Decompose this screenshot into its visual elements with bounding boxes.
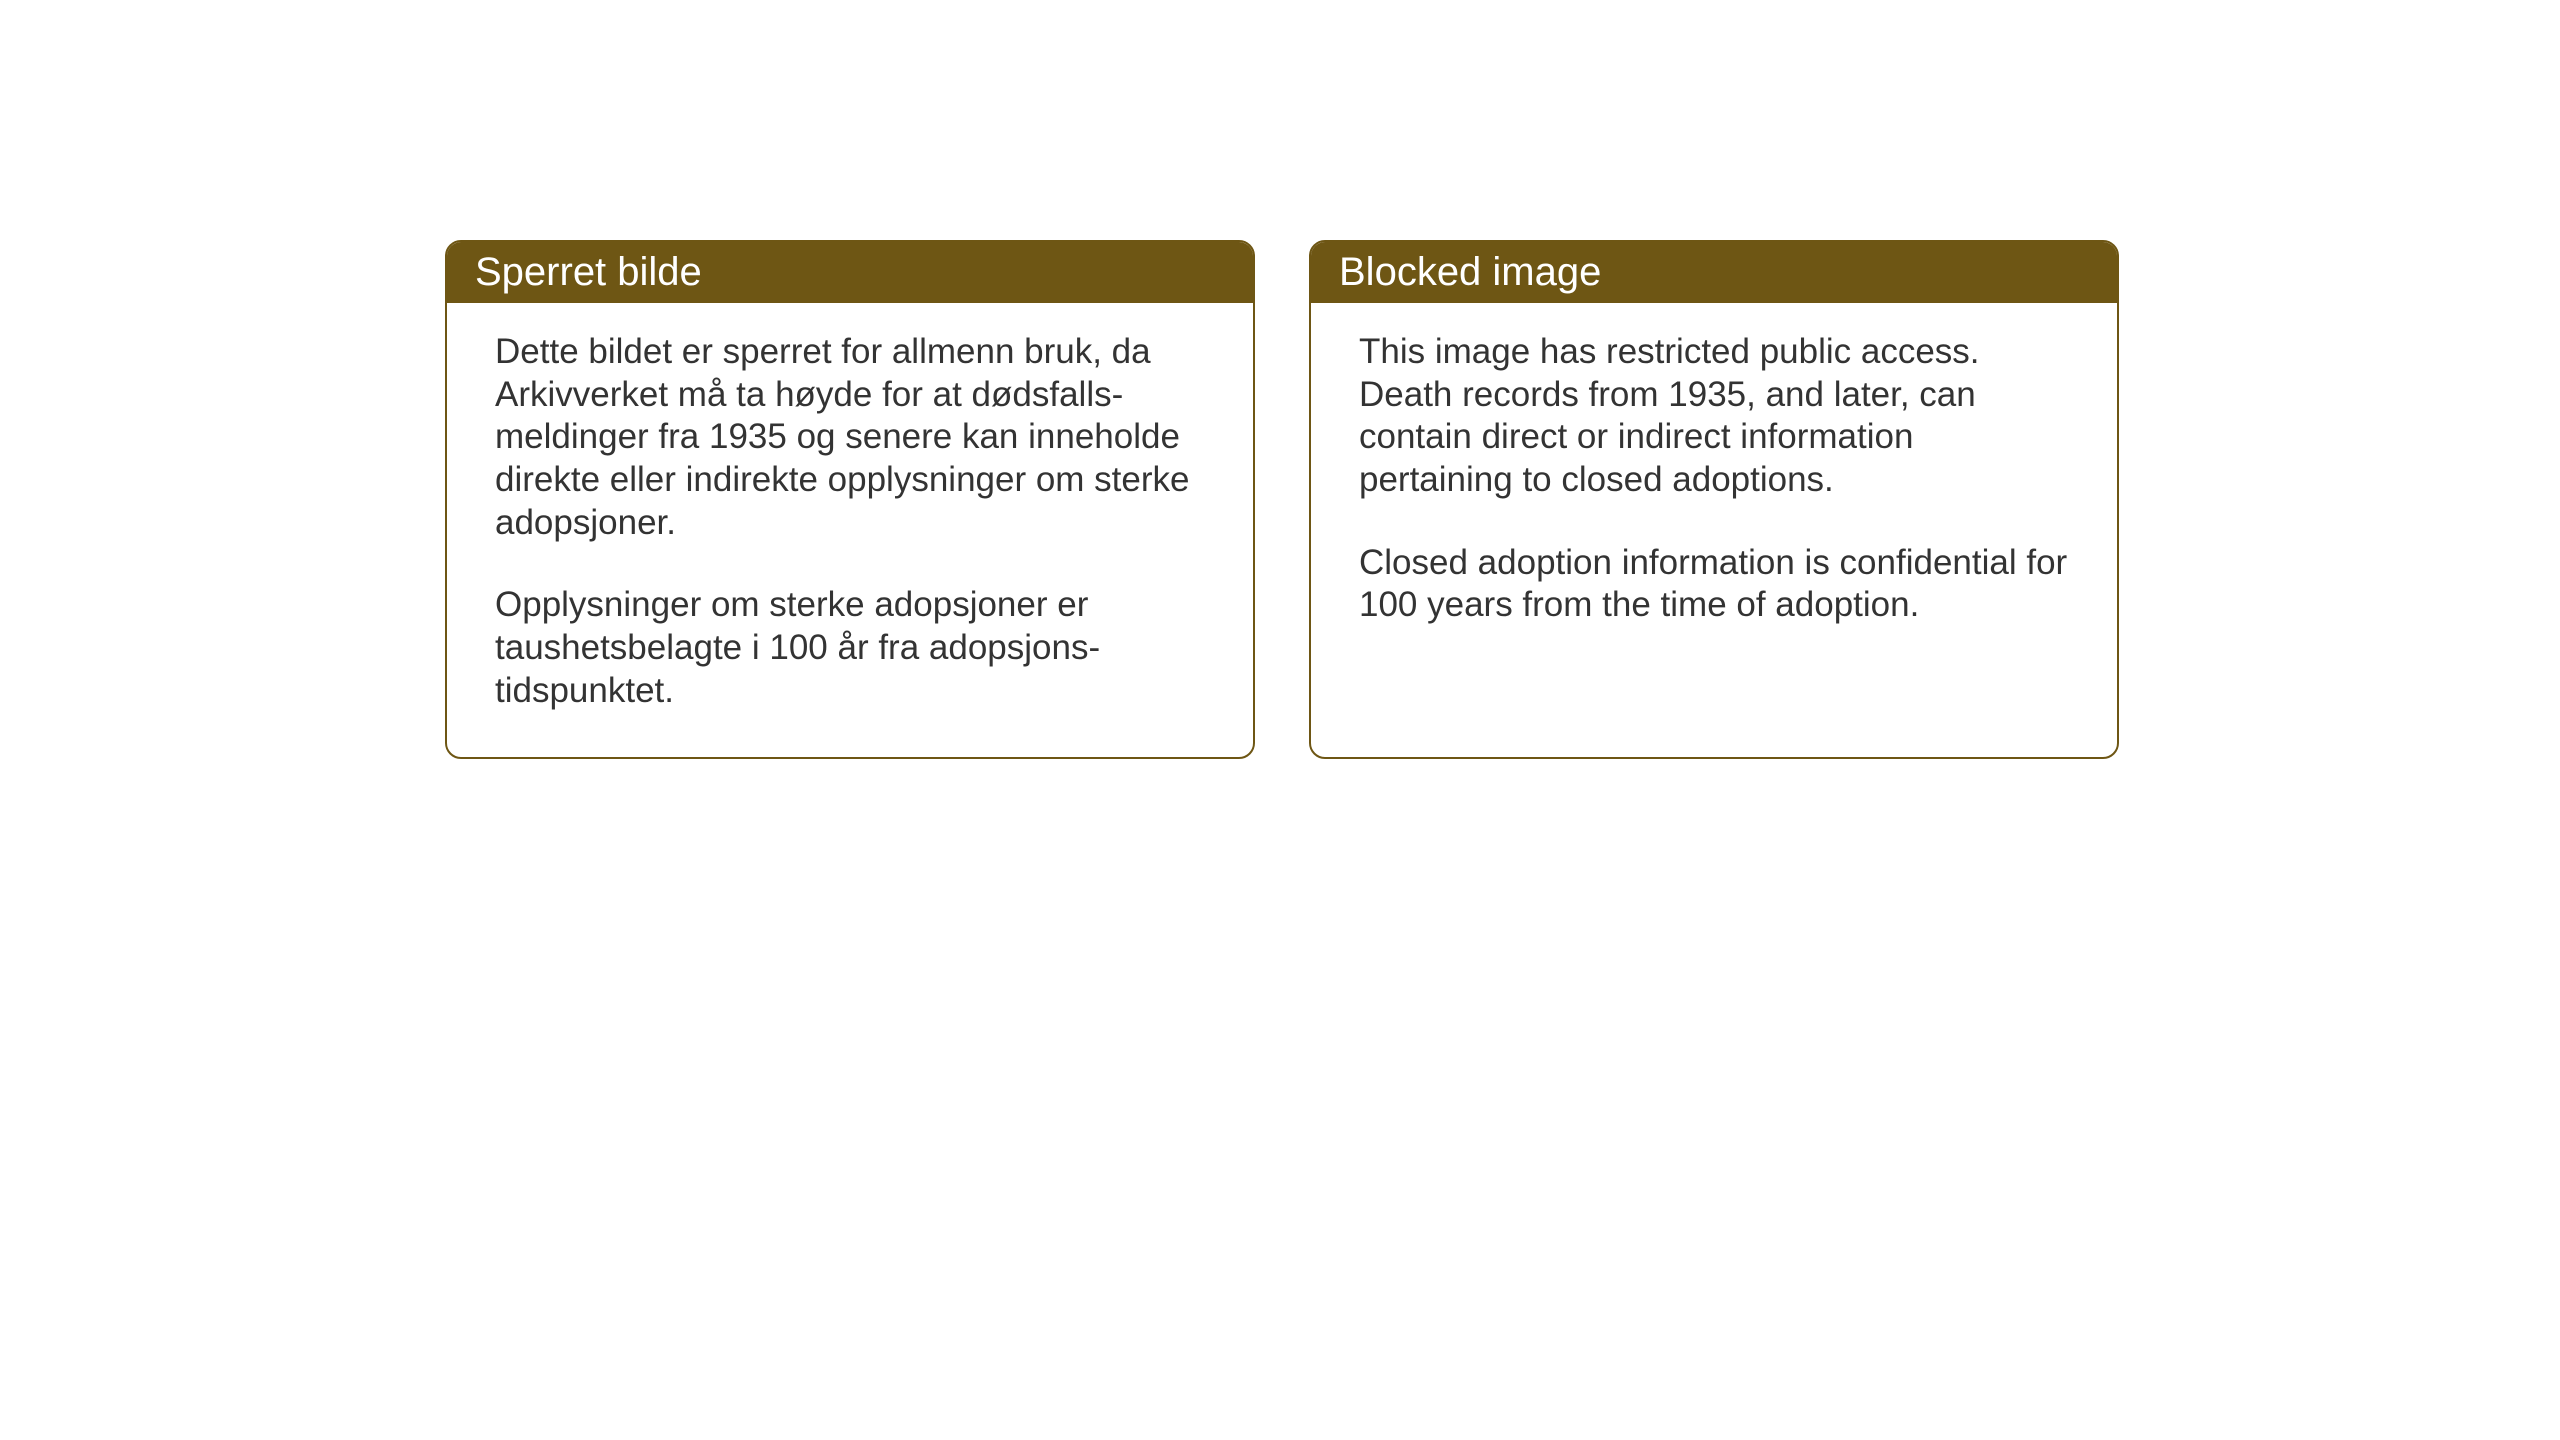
card-body-english: This image has restricted public access.… — [1311, 303, 2117, 671]
card-paragraph: Closed adoption information is confident… — [1359, 542, 2069, 627]
card-body-norwegian: Dette bildet er sperret for allmenn bruk… — [447, 303, 1253, 757]
card-norwegian: Sperret bilde Dette bildet er sperret fo… — [445, 240, 1255, 759]
card-title-norwegian: Sperret bilde — [475, 250, 702, 294]
card-paragraph: This image has restricted public access.… — [1359, 331, 2069, 502]
cards-container: Sperret bilde Dette bildet er sperret fo… — [445, 240, 2119, 759]
card-paragraph: Opplysninger om sterke adopsjoner er tau… — [495, 584, 1205, 712]
card-paragraph: Dette bildet er sperret for allmenn bruk… — [495, 331, 1205, 544]
card-english: Blocked image This image has restricted … — [1309, 240, 2119, 759]
card-header-norwegian: Sperret bilde — [447, 242, 1253, 303]
card-title-english: Blocked image — [1339, 250, 1601, 294]
card-header-english: Blocked image — [1311, 242, 2117, 303]
